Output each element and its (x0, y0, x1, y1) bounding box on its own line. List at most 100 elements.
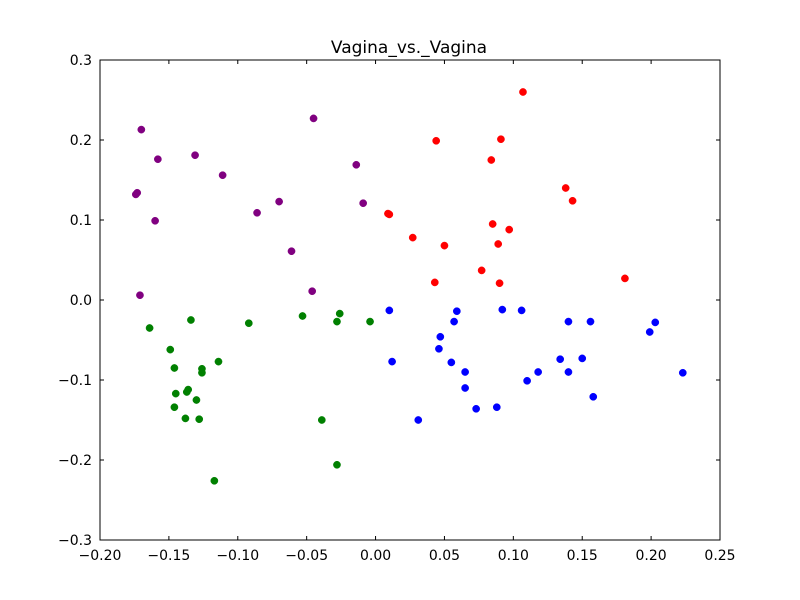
scatter-point (492, 403, 501, 412)
y-tick-label: 0.2 (70, 133, 92, 149)
scatter-point (145, 324, 154, 332)
scatter-point (487, 156, 496, 164)
scatter-point (170, 403, 179, 412)
scatter-point (495, 279, 504, 288)
scatter-point (505, 225, 514, 234)
scatter-point (166, 345, 175, 354)
x-tick-label: 0.15 (567, 548, 598, 564)
scatter-point (432, 136, 441, 145)
scatter-point (187, 316, 195, 324)
scatter-point (308, 287, 317, 296)
scatter-point (151, 216, 159, 225)
scatter-point (137, 125, 146, 134)
scatter-point (366, 317, 374, 326)
scatter-point (461, 384, 469, 392)
x-tick-label: 0.05 (429, 548, 460, 564)
scatter-point (452, 307, 461, 316)
scatter-point (388, 357, 396, 366)
x-tick-label: −0.05 (285, 548, 328, 564)
scatter-point (171, 389, 180, 398)
scatter-point (181, 414, 190, 423)
scatter-point (333, 460, 341, 469)
scatter-point (359, 199, 368, 208)
scatter-point (564, 317, 573, 326)
x-tick-label: 0.10 (498, 548, 529, 564)
series-group (131, 114, 368, 300)
y-tick-label: −0.3 (58, 533, 92, 549)
scatter-point (472, 404, 480, 413)
y-tick-label: −0.2 (58, 453, 92, 469)
scatter-point (287, 247, 296, 256)
scatter-point (352, 160, 361, 169)
scatter-point (461, 368, 469, 376)
x-tick-label: −0.15 (147, 548, 190, 564)
scatter-point (214, 357, 223, 366)
ticks-layer: −0.20 −0.15 −0.10 −0.05 0.00 0.05 0.10 0.15 0.2 0… (58, 53, 736, 564)
scatter-point (497, 135, 505, 144)
x-tick-label: 0.25 (704, 548, 735, 564)
scatter-point (561, 184, 570, 192)
scatter-point (136, 291, 144, 300)
series-group (385, 305, 687, 424)
scatter-point (170, 364, 179, 372)
chart-title: Vagina_vs._Vagina (331, 38, 487, 58)
scatter-point (440, 241, 449, 250)
scatter-point (586, 317, 595, 326)
scatter-point (275, 197, 283, 206)
scatter-point (317, 416, 326, 424)
scatter-point (556, 355, 565, 364)
scatter-point (494, 240, 503, 248)
scatter-point (335, 309, 344, 318)
scatter-point (191, 151, 199, 160)
scatter-point (517, 306, 526, 315)
scatter-point (651, 318, 660, 327)
y-tick-label: 0.1 (70, 213, 92, 229)
scatter-point (408, 233, 417, 242)
scatter-point (385, 210, 394, 219)
x-tick-label: −0.20 (79, 548, 122, 564)
scatter-point (244, 319, 253, 328)
scatter-point (564, 368, 573, 376)
scatter-point (450, 317, 458, 326)
scatter-point (519, 88, 527, 96)
y-tick-label: 0.0 (70, 293, 92, 309)
scatter-point (385, 306, 394, 315)
scatter-point (333, 317, 341, 326)
scatter-point (534, 368, 542, 376)
scatter-point (414, 416, 423, 424)
scatter-point (133, 188, 142, 197)
points-layer (131, 88, 687, 485)
series-group (384, 88, 629, 288)
scatter-point (195, 415, 204, 424)
x-tick-label: −0.10 (216, 548, 259, 564)
scatter-point (435, 344, 443, 353)
scatter-point (447, 358, 456, 367)
scatter-point (192, 396, 201, 404)
scatter-point (210, 476, 219, 485)
scatter-point (488, 220, 497, 228)
scatter-point (182, 388, 191, 396)
scatter-point (477, 266, 486, 275)
scatter-point (154, 155, 162, 164)
x-tick-label: 0.00 (360, 548, 391, 564)
y-tick-label: 0.3 (70, 53, 92, 69)
scatter-point (678, 368, 687, 377)
scatter-point (498, 305, 507, 314)
scatter-point (430, 278, 439, 287)
scatter-point (589, 392, 598, 401)
plot-area-frame (99, 59, 721, 541)
scatter-point (578, 354, 587, 363)
scatter-point (198, 368, 206, 377)
scatter-point (218, 171, 227, 180)
scatter-point (298, 312, 307, 320)
scatter-point (568, 196, 577, 205)
scatter-point (253, 208, 261, 217)
scatter-point (621, 274, 629, 283)
scatter-point (309, 114, 318, 123)
scatter-point (645, 328, 654, 336)
scatter-point (436, 332, 445, 341)
series-group (145, 309, 374, 485)
y-tick-label: −0.1 (58, 373, 92, 389)
